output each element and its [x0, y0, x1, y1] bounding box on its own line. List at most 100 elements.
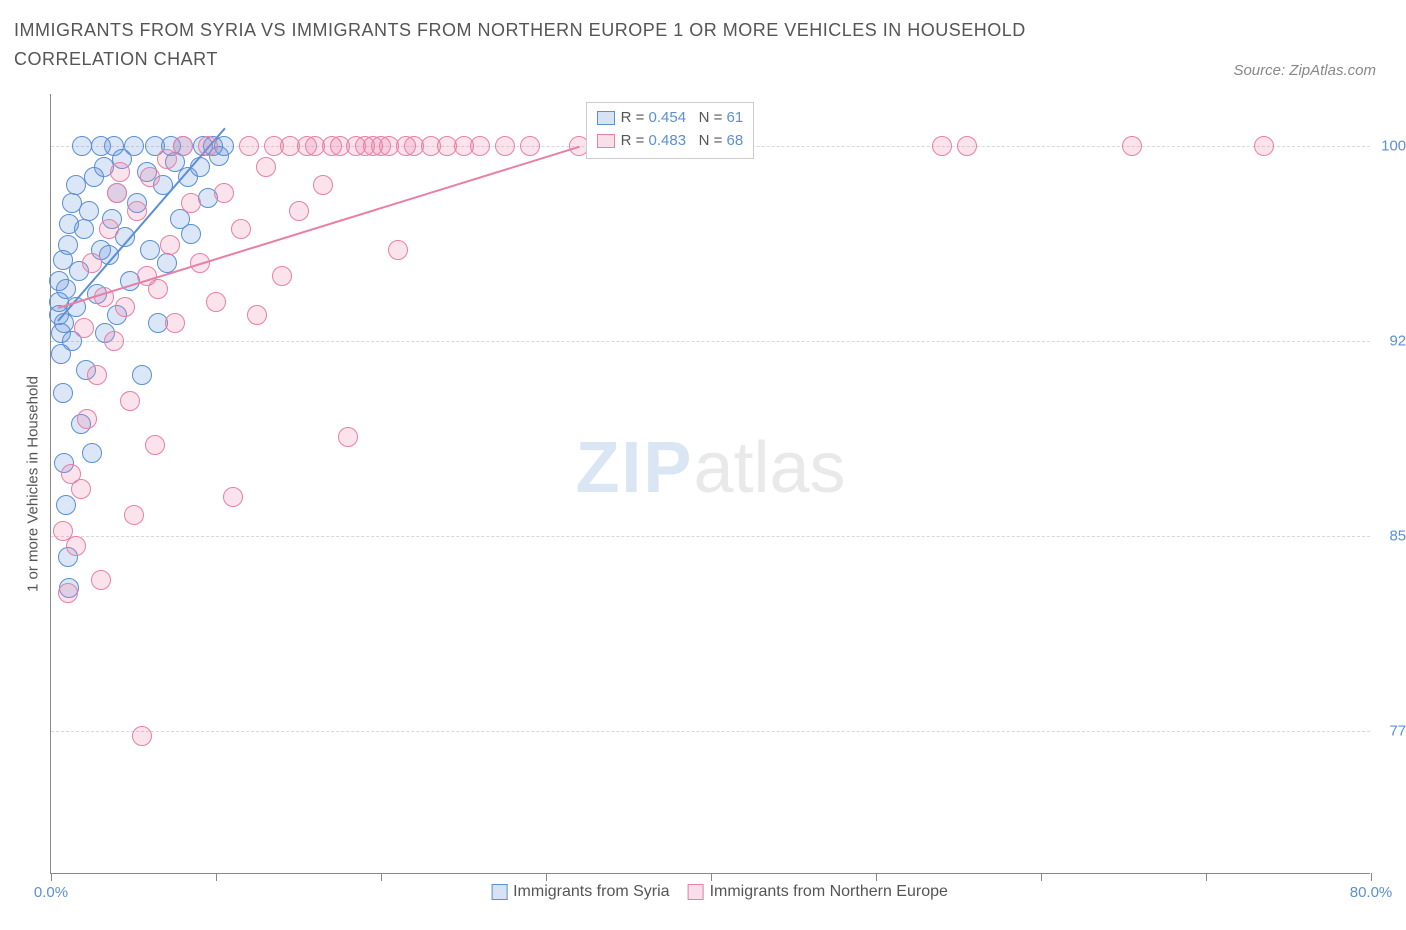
trendline [57, 146, 579, 309]
scatter-point [1122, 136, 1142, 156]
scatter-point [206, 292, 226, 312]
correlation-legend: R = 0.454 N = 61R = 0.483 N = 68 [586, 102, 755, 159]
x-tick [216, 873, 217, 881]
legend-n-label: N = [686, 132, 726, 149]
series-legend: Immigrants from Syria Immigrants from Nor… [473, 883, 948, 901]
y-tick-label: 85.0% [1376, 528, 1406, 545]
scatter-point [247, 305, 267, 325]
scatter-point [53, 383, 73, 403]
scatter-point [58, 583, 78, 603]
scatter-point [198, 136, 218, 156]
scatter-point [127, 201, 147, 221]
scatter-point [87, 365, 107, 385]
plot-area: 1 or more Vehicles in Household ZIPatlas… [50, 94, 1370, 874]
scatter-point [231, 219, 251, 239]
gridline [51, 536, 1370, 537]
scatter-point [470, 136, 490, 156]
legend-n-value: 61 [727, 109, 744, 126]
scatter-point [272, 266, 292, 286]
legend-n-label: N = [686, 109, 726, 126]
scatter-point [957, 136, 977, 156]
legend-n-value: 68 [727, 132, 744, 149]
scatter-point [1254, 136, 1274, 156]
legend-swatch [688, 884, 704, 900]
y-axis-title: 1 or more Vehicles in Household [25, 376, 42, 592]
watermark-atlas: atlas [693, 428, 845, 508]
scatter-point [289, 201, 309, 221]
legend-series-name: Immigrants from Northern Europe [710, 883, 948, 900]
gridline [51, 341, 1370, 342]
x-tick [381, 873, 382, 881]
scatter-point [173, 136, 193, 156]
scatter-point [313, 175, 333, 195]
scatter-point [82, 443, 102, 463]
scatter-point [77, 409, 97, 429]
scatter-point [388, 240, 408, 260]
source-label: Source: ZipAtlas.com [1233, 62, 1376, 79]
scatter-point [495, 136, 515, 156]
scatter-point [239, 136, 259, 156]
watermark-zip: ZIP [575, 428, 693, 508]
x-tick [1041, 873, 1042, 881]
y-tick-label: 100.0% [1376, 138, 1406, 155]
legend-row: R = 0.483 N = 68 [597, 130, 744, 153]
legend-swatch [597, 111, 615, 125]
scatter-point [145, 435, 165, 455]
scatter-point [91, 570, 111, 590]
gridline [51, 731, 1370, 732]
scatter-point [58, 235, 78, 255]
x-tick [546, 873, 547, 881]
scatter-point [124, 505, 144, 525]
x-tick [51, 873, 52, 881]
legend-r-label: R = [621, 109, 649, 126]
scatter-point [124, 136, 144, 156]
scatter-point [66, 175, 86, 195]
scatter-point [932, 136, 952, 156]
legend-r-value: 0.454 [649, 109, 687, 126]
scatter-point [140, 167, 160, 187]
scatter-point [99, 219, 119, 239]
scatter-point [82, 253, 102, 273]
scatter-point [71, 479, 91, 499]
x-tick [711, 873, 712, 881]
scatter-point [520, 136, 540, 156]
y-tick-label: 92.5% [1376, 333, 1406, 350]
scatter-point [115, 297, 135, 317]
legend-r-label: R = [621, 132, 649, 149]
scatter-point [223, 487, 243, 507]
legend-series-name: Immigrants from Syria [513, 883, 669, 900]
scatter-point [165, 313, 185, 333]
x-tick [1371, 873, 1372, 881]
scatter-point [107, 183, 127, 203]
scatter-point [74, 219, 94, 239]
scatter-point [79, 201, 99, 221]
x-tick-label: 0.0% [34, 884, 68, 901]
scatter-point [160, 235, 180, 255]
scatter-point [181, 193, 201, 213]
scatter-point [104, 331, 124, 351]
scatter-point [214, 183, 234, 203]
x-tick [876, 873, 877, 881]
legend-swatch [597, 134, 615, 148]
scatter-point [148, 279, 168, 299]
scatter-point [338, 427, 358, 447]
legend-swatch [491, 884, 507, 900]
scatter-point [110, 162, 130, 182]
x-tick-label: 80.0% [1350, 884, 1393, 901]
chart-title: IMMIGRANTS FROM SYRIA VS IMMIGRANTS FROM… [14, 16, 1114, 74]
scatter-point [256, 157, 276, 177]
scatter-point [120, 391, 140, 411]
scatter-point [132, 726, 152, 746]
y-tick-label: 77.5% [1376, 723, 1406, 740]
x-tick [1206, 873, 1207, 881]
legend-row: R = 0.454 N = 61 [597, 107, 744, 130]
scatter-point [56, 279, 76, 299]
watermark: ZIPatlas [575, 427, 845, 509]
scatter-point [66, 536, 86, 556]
scatter-point [132, 365, 152, 385]
scatter-point [56, 495, 76, 515]
scatter-point [181, 224, 201, 244]
scatter-point [74, 318, 94, 338]
scatter-point [157, 149, 177, 169]
scatter-point [72, 136, 92, 156]
